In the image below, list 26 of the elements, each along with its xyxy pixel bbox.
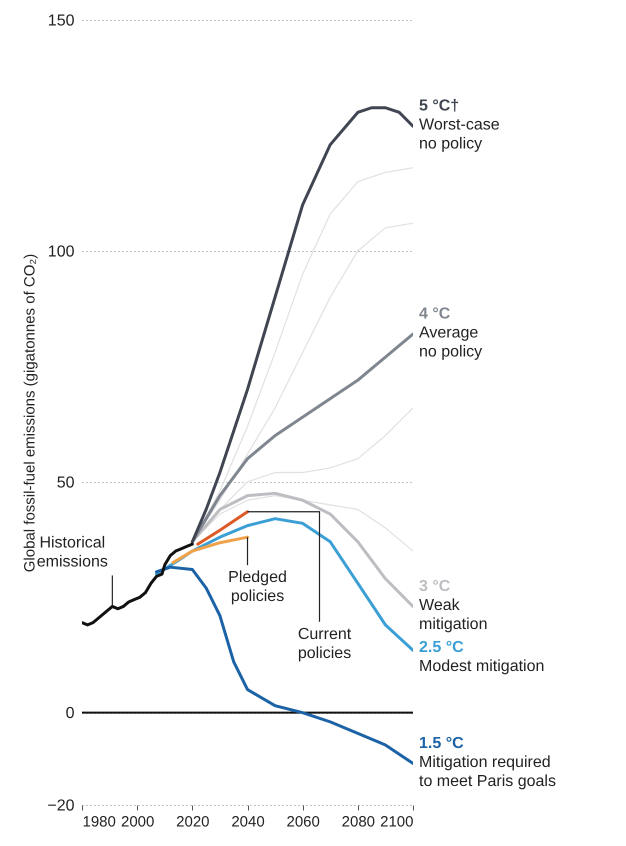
series-label: Pledged policies: [228, 569, 287, 606]
text: Mitigation required to meet Paris goals: [419, 754, 556, 790]
series-label: 5 °C†: [419, 98, 460, 115]
series-label: 1.5 °C: [419, 734, 464, 752]
x-tick-label: 2100: [380, 814, 414, 830]
series-label: 2.5 °C: [419, 638, 464, 656]
text: Average no policy: [419, 324, 482, 360]
series-label: 3 °C: [419, 578, 451, 595]
y-tick-label: 150: [48, 12, 75, 30]
text: Historical emissions: [36, 534, 108, 570]
text: Modest mitigation: [419, 658, 544, 675]
text: Weak mitigation: [419, 596, 488, 633]
x-tick-label: 2000: [120, 814, 154, 830]
text: Worst-case no policy: [419, 116, 500, 153]
x-tick-label: 2020: [176, 814, 210, 830]
y-tick-label: −20: [47, 798, 75, 814]
series-label: 4 °C: [419, 306, 451, 322]
x-tick-label: 1980: [82, 814, 116, 830]
y-tick-label: 50: [56, 474, 75, 492]
y-tick-label: 0: [66, 705, 75, 722]
x-tick-label: 2040: [231, 814, 265, 830]
y-axis-title: Global fossil-fuel emissions (gigatonnes of CO₂): [21, 254, 38, 572]
x-tick-label: 2060: [286, 814, 320, 830]
text: Current policies: [298, 626, 352, 662]
y-tick-label: 100: [48, 243, 75, 260]
x-tick-label: 2080: [342, 814, 376, 830]
